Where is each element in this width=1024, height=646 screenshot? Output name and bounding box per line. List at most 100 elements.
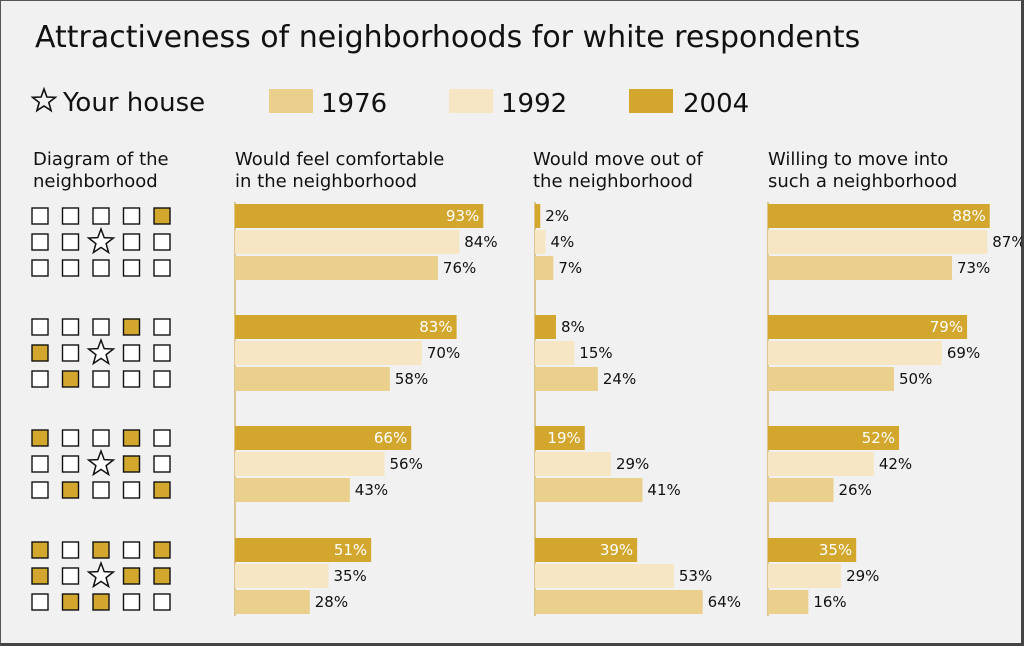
bar-2004: [535, 204, 541, 228]
bar-1992: [768, 564, 842, 588]
bar-label-1976: 76%: [443, 259, 476, 277]
bar-2004: [535, 538, 638, 562]
diagram-header-line2: neighborhood: [33, 171, 158, 192]
bar-label-2004: 52%: [862, 429, 895, 447]
bar-label-2004: 79%: [930, 318, 963, 336]
chart-title: Attractiveness of neighborhoods for whit…: [35, 20, 860, 55]
neighbor-house-empty: [61, 318, 80, 336]
bar-2004: [768, 204, 990, 228]
bar-label-1992: 70%: [427, 344, 460, 362]
neighbor-house-empty: [61, 344, 80, 362]
bar-label-1992: 4%: [550, 233, 574, 251]
neighbor-house-empty: [61, 455, 80, 473]
neighbor-house-filled: [31, 429, 49, 447]
neighbor-house-filled: [122, 429, 141, 447]
bar-label-2004: 35%: [819, 541, 852, 559]
neighbor-house-filled: [31, 541, 49, 559]
neighbor-house-empty: [92, 207, 110, 225]
neighbor-house-filled: [153, 567, 171, 585]
bar-label-2004: 88%: [952, 207, 985, 225]
neighbor-house-empty: [153, 344, 171, 362]
bar-label-2004: 19%: [547, 429, 580, 447]
legend-swatch-1976: [269, 89, 313, 113]
bar-1992: [768, 230, 988, 254]
bar-label-2004: 93%: [446, 207, 479, 225]
neighbor-house-empty: [92, 370, 110, 388]
neighbor-house-filled: [153, 207, 171, 225]
neighbor-house-empty: [92, 259, 110, 277]
bar-1992: [535, 564, 674, 588]
neighbor-house-filled: [153, 481, 171, 499]
bar-label-2004: 8%: [561, 318, 585, 336]
bar-1992: [235, 452, 385, 476]
neighbor-house-empty: [61, 233, 80, 251]
neighborhood-diagrams: [31, 207, 171, 611]
bar-label-1992: 15%: [579, 344, 612, 362]
bar-label-2004: 66%: [374, 429, 407, 447]
bar-label-1992: 29%: [616, 455, 649, 473]
bar-1976: [535, 590, 703, 614]
neighbor-house-filled: [122, 567, 141, 585]
bar-label-1992: 35%: [333, 567, 366, 585]
neighbor-house-empty: [122, 481, 141, 499]
neighbor-house-empty: [31, 455, 49, 473]
bar-label-1992: 84%: [464, 233, 497, 251]
bar-label-1976: 50%: [899, 370, 932, 388]
bar-1992: [235, 341, 422, 365]
neighbor-house-empty: [31, 259, 49, 277]
neighbor-house-empty: [122, 233, 141, 251]
bar-label-1992: 29%: [846, 567, 879, 585]
bar-1976: [768, 367, 894, 391]
bar-1992: [768, 452, 874, 476]
bar-label-1976: 43%: [355, 481, 388, 499]
legend-swatch-1992: [449, 89, 493, 113]
neighbor-house-filled: [92, 541, 110, 559]
bar-1976: [235, 367, 390, 391]
neighbor-house-filled: [122, 318, 141, 336]
bar-panels: 93% 84% 76% 2% 4% 7% 88% 87%73% 83% 70% 58% 8% 15% 24…: [234, 202, 1022, 616]
panel-header-move-in-line1: Willing to move into: [768, 149, 948, 170]
bar-1976: [235, 256, 438, 280]
neighbor-house-empty: [153, 370, 171, 388]
neighbor-house-empty: [61, 541, 80, 559]
bar-label-1976: 64%: [708, 593, 741, 611]
legend-label-2004: 2004: [683, 89, 749, 119]
neighbor-house-empty: [153, 429, 171, 447]
bar-label-1976: 73%: [957, 259, 990, 277]
bar-2004: [768, 426, 900, 450]
bar-1976: [235, 590, 310, 614]
bar-label-2004: 39%: [600, 541, 633, 559]
legend-swatch-2004: [629, 89, 673, 113]
panel-header-move-out-line1: Would move out of: [533, 149, 704, 170]
bar-2004: [235, 426, 412, 450]
neighbor-house-empty: [153, 259, 171, 277]
neighbor-house-filled: [122, 455, 141, 473]
neighbor-house-empty: [153, 233, 171, 251]
bar-1992: [235, 230, 460, 254]
diagram-header-line1: Diagram of the: [33, 149, 169, 170]
neighbor-house-filled: [61, 481, 80, 499]
neighbor-house-empty: [122, 541, 141, 559]
bar-label-1976: 24%: [603, 370, 636, 388]
bar-label-1992: 56%: [390, 455, 423, 473]
bar-2004: [535, 315, 556, 339]
bar-2004: [235, 315, 457, 339]
bar-label-1992: 87%: [992, 233, 1022, 251]
bar-label-1976: 26%: [839, 481, 872, 499]
bar-label-1976: 28%: [315, 593, 348, 611]
bar-label-1992: 53%: [679, 567, 712, 585]
neighbor-house-empty: [122, 259, 141, 277]
neighbor-house-empty: [61, 567, 80, 585]
panel-header-comfortable-line2: in the neighborhood: [235, 171, 417, 192]
column-headers: Diagram of the neighborhood Would feel c…: [33, 149, 957, 192]
bar-1992: [535, 341, 575, 365]
bar-2004: [768, 538, 857, 562]
bar-1976: [535, 478, 643, 502]
neighbor-house-empty: [92, 481, 110, 499]
neighbor-house-empty: [61, 207, 80, 225]
bar-1992: [535, 452, 611, 476]
bar-label-1992: 69%: [947, 344, 980, 362]
neighbor-house-empty: [31, 481, 49, 499]
